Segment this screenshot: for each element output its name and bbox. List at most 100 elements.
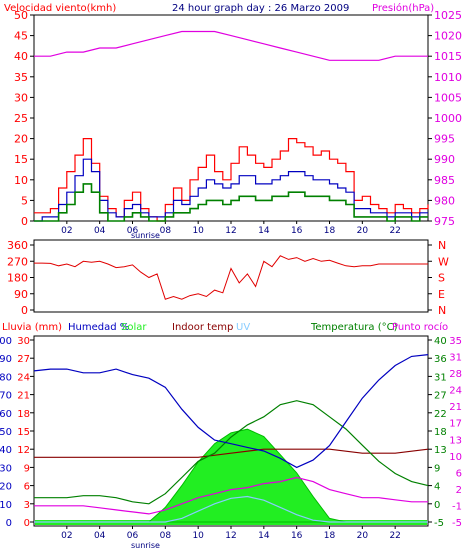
uv-line xyxy=(34,495,428,523)
temp-x-tick-label: 06 xyxy=(127,531,139,541)
temp-x-tick-label: 18 xyxy=(324,531,336,541)
dewpoint-y-tick-label: 13 xyxy=(449,435,462,446)
wind-panel-frame xyxy=(33,14,429,222)
temp-y-tick-label: 13 xyxy=(434,445,447,456)
rain-y-tick-label: 18 xyxy=(17,409,30,420)
wind-x-tick-label: 20 xyxy=(357,226,369,236)
dewpoint-y-tick-label: 24 xyxy=(449,386,462,397)
humidity-y-tick-label: 20 xyxy=(0,482,12,493)
humidity-y-tick-label: 90 xyxy=(0,354,12,365)
wind-x-tick-label: 04 xyxy=(94,226,106,236)
dewpoint-y-tick-label: -5 xyxy=(452,518,462,529)
temp-y-tick-label: 0 xyxy=(434,500,440,511)
wind-min-line xyxy=(34,183,428,222)
pressure-y-tick-label: 995 xyxy=(434,133,455,146)
temp-x-tick-label: 16 xyxy=(291,531,303,541)
humidity-label: Humedad % xyxy=(68,322,129,333)
direction-y-tick-label: 360 xyxy=(7,239,28,252)
rain-y-tick-label: 3 xyxy=(24,500,30,511)
compass-tick-label: W xyxy=(438,255,449,268)
wind-x-tick-label: 16 xyxy=(291,226,303,236)
wind-x-tick-label: 14 xyxy=(258,226,270,236)
dewpoint-y-tick-label: 2 xyxy=(456,485,462,496)
wind-y-tick-label: 40 xyxy=(14,50,28,63)
direction-panel-frame xyxy=(33,239,429,313)
temp-x-tick-label: 20 xyxy=(357,531,369,541)
dewpoint-y-tick-label: -1 xyxy=(452,501,462,512)
dewpoint-label: Punto rocío xyxy=(392,321,448,333)
wind-y-tick-label: 30 xyxy=(14,91,28,104)
pressure-y-tick-label: 1025 xyxy=(434,9,462,22)
humidity-y-tick-label: 70 xyxy=(0,391,12,402)
temp-y-tick-label: 18 xyxy=(434,427,447,438)
dewpoint-y-tick-label: 10 xyxy=(449,452,462,463)
dewpoint-line xyxy=(34,476,428,515)
wind-x-tick-label: 08 xyxy=(160,226,172,236)
temp-x-tick-label: 08 xyxy=(160,531,172,541)
humidity-y-tick-label: 60 xyxy=(0,409,12,420)
solar-label: Solar xyxy=(121,322,147,333)
humidity-line xyxy=(33,354,429,469)
humidity-y-tick-label: 0 xyxy=(6,518,12,529)
rain-y-tick-label: 6 xyxy=(24,482,30,493)
dewpoint-y-tick-label: 21 xyxy=(449,402,462,413)
sunrise-label-bottom: sunrise xyxy=(131,541,160,550)
temperature-label: Temperatura (°C) xyxy=(310,322,398,333)
pressure-label: Presión(hPa) xyxy=(372,2,434,14)
dewpoint-y-tick-label: 28 xyxy=(449,369,462,380)
humidity-y-tick-label: 80 xyxy=(0,372,12,383)
pressure-y-tick-label: 990 xyxy=(434,153,455,166)
pressure-y-tick-label: 1005 xyxy=(434,91,462,104)
temp-x-tick-label: 02 xyxy=(61,531,72,541)
rain-y-tick-label: 30 xyxy=(17,336,30,347)
wind-gust-line xyxy=(34,138,429,222)
pressure-y-tick-label: 975 xyxy=(434,215,455,228)
rain-y-tick-label: 27 xyxy=(17,354,30,365)
wind-speed-label: Velocidad viento(kmh) xyxy=(4,3,116,14)
sunrise-label-top: sunrise xyxy=(131,231,160,240)
humidity-y-tick-label: 10 xyxy=(0,500,12,511)
rain-y-tick-label: 24 xyxy=(17,372,30,383)
wind-x-tick-label: 02 xyxy=(61,226,72,236)
humidity-y-tick-label: 30 xyxy=(0,463,12,474)
direction-y-tick-label: 270 xyxy=(7,255,28,268)
temp-x-tick-label: 04 xyxy=(94,531,106,541)
wind-y-tick-label: 15 xyxy=(14,153,28,166)
indoor-temp-line xyxy=(34,448,429,458)
compass-tick-label: N xyxy=(438,304,446,317)
dewpoint-y-tick-label: 31 xyxy=(449,353,462,364)
temp-x-tick-label: 10 xyxy=(192,531,204,541)
wind-x-tick-label: 12 xyxy=(225,226,236,236)
pressure-y-tick-label: 980 xyxy=(434,194,455,207)
humidity-y-tick-label: 50 xyxy=(0,427,12,438)
direction-y-tick-label: 0 xyxy=(21,304,28,317)
wind-x-tick-label: 22 xyxy=(389,226,400,236)
chart-marks: 0510152025303540455097598098599099510001… xyxy=(0,9,462,541)
pressure-y-tick-label: 1020 xyxy=(434,30,462,43)
temp-y-tick-label: 4 xyxy=(434,482,440,493)
rain-y-tick-label: 9 xyxy=(24,463,30,474)
dewpoint-y-tick-label: 6 xyxy=(456,468,462,479)
wind-y-tick-label: 45 xyxy=(14,30,28,43)
temp-y-tick-label: 22 xyxy=(434,409,447,420)
temp-y-tick-label: 31 xyxy=(434,372,447,383)
wind-x-tick-label: 10 xyxy=(192,226,204,236)
compass-tick-label: S xyxy=(438,272,445,285)
temp-y-tick-label: 27 xyxy=(434,391,447,402)
compass-tick-label: N xyxy=(438,239,446,252)
humidity-y-tick-label: 40 xyxy=(0,445,12,456)
temp-y-tick-label: 36 xyxy=(434,354,447,365)
wind-avg-line xyxy=(34,158,428,222)
temp-y-tick-label: 40 xyxy=(434,336,447,347)
pressure-y-tick-label: 985 xyxy=(434,174,455,187)
dewpoint-y-tick-label: 35 xyxy=(449,336,462,347)
dewpoint-y-tick-label: 17 xyxy=(449,419,462,430)
rain-y-tick-label: 12 xyxy=(17,445,30,456)
temp-x-tick-label: 14 xyxy=(258,531,270,541)
wind-y-tick-label: 5 xyxy=(21,194,28,207)
wind-y-tick-label: 0 xyxy=(21,215,28,228)
rain-y-tick-label: 0 xyxy=(24,518,30,529)
pressure-y-tick-label: 1000 xyxy=(434,112,462,125)
rain-y-tick-label: 21 xyxy=(17,391,30,402)
